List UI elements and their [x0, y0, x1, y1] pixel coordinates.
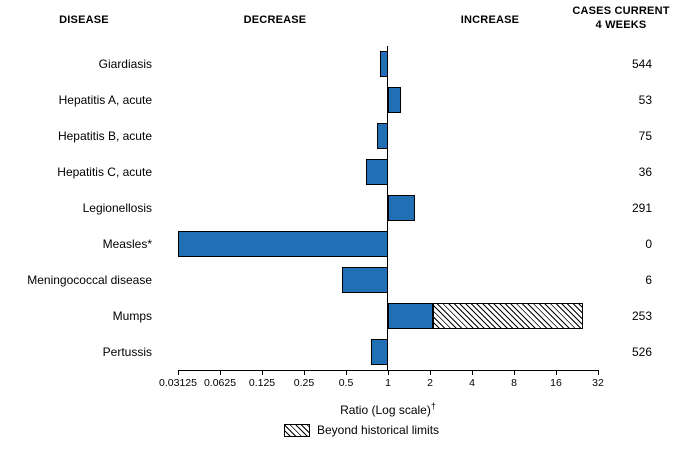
x-tick-mark [471, 371, 473, 375]
legend-hatch-swatch [284, 423, 310, 437]
x-tick-label: 2 [427, 377, 433, 389]
disease-label: Measles* [102, 237, 152, 251]
x-tick-label: 4 [469, 377, 475, 389]
cases-value: 53 [638, 93, 652, 107]
x-axis-label: Ratio (Log scale)† [288, 401, 488, 417]
column-header-disease: DISEASE [59, 14, 109, 26]
cases-value: 291 [631, 201, 652, 215]
x-tick-label: 32 [592, 377, 604, 389]
x-tick-mark [597, 371, 599, 375]
x-tick-label: 8 [511, 377, 517, 389]
cases-value: 36 [638, 165, 652, 179]
chart-row: Mumps 253 [0, 298, 691, 334]
disease-label: Pertussis [102, 345, 152, 359]
disease-label: Meningococcal disease [27, 273, 152, 287]
x-tick-mark [387, 371, 389, 375]
beyond-limits-bar [432, 303, 584, 329]
ratio-bar [388, 195, 415, 221]
column-header-cases-line2: 4 WEEKS [595, 19, 647, 31]
x-tick-label: 0.03125 [159, 377, 197, 389]
cases-value: 544 [631, 57, 652, 71]
cases-value: 6 [645, 273, 652, 287]
x-tick-label: 1 [385, 377, 391, 389]
chart-row: Hepatitis B, acute 75 [0, 118, 691, 154]
x-tick-label: 0.125 [248, 377, 276, 389]
x-tick-label: 0.0625 [203, 377, 237, 389]
chart-row: Pertussis 526 [0, 334, 691, 370]
column-header-increase: INCREASE [460, 14, 520, 26]
cases-value: 75 [638, 129, 652, 143]
ratio-bar [178, 231, 388, 257]
x-tick-label: 0.25 [293, 377, 315, 389]
ratio-bar [388, 87, 402, 113]
chart-row: Measles* 0 [0, 226, 691, 262]
chart-row: Hepatitis C, acute 36 [0, 154, 691, 190]
disease-label: Hepatitis A, acute [58, 93, 152, 107]
x-tick-mark [429, 371, 431, 375]
column-header-decrease: DECREASE [243, 14, 307, 26]
x-tick-mark [219, 371, 221, 375]
disease-label: Hepatitis C, acute [57, 165, 152, 179]
x-axis-line [178, 370, 599, 371]
disease-label: Mumps [112, 309, 152, 323]
chart-row: Giardiasis 544 [0, 46, 691, 82]
x-tick-mark [303, 371, 305, 375]
baseline-ratio-1 [387, 46, 388, 371]
legend: Beyond historical limits [284, 423, 439, 437]
x-tick-mark [555, 371, 557, 375]
disease-label: Giardiasis [98, 57, 152, 71]
x-tick-mark [177, 371, 179, 375]
disease-label: Hepatitis B, acute [57, 129, 152, 143]
disease-label: Legionellosis [82, 201, 152, 215]
x-axis-label-text: Ratio (Log scale) [340, 403, 431, 417]
cases-value: 526 [631, 345, 652, 359]
column-header-cases-line1: CASES CURRENT [572, 5, 670, 17]
cases-value: 0 [645, 237, 652, 251]
x-tick-label: 16 [550, 377, 562, 389]
column-header-cases: CASES CURRENT 4 WEEKS [557, 4, 685, 32]
cases-value: 253 [631, 309, 652, 323]
x-tick-mark [345, 371, 347, 375]
ratio-bar [342, 267, 388, 293]
legend-label: Beyond historical limits [317, 423, 440, 437]
chart-row: Legionellosis 291 [0, 190, 691, 226]
x-tick-mark [513, 371, 515, 375]
x-tick-label: 0.5 [338, 377, 354, 389]
x-axis-label-dagger: † [430, 401, 436, 411]
chart-row: Meningococcal disease 6 [0, 262, 691, 298]
chart-row: Hepatitis A, acute 53 [0, 82, 691, 118]
x-tick-mark [261, 371, 263, 375]
ratio-bar [388, 303, 433, 329]
